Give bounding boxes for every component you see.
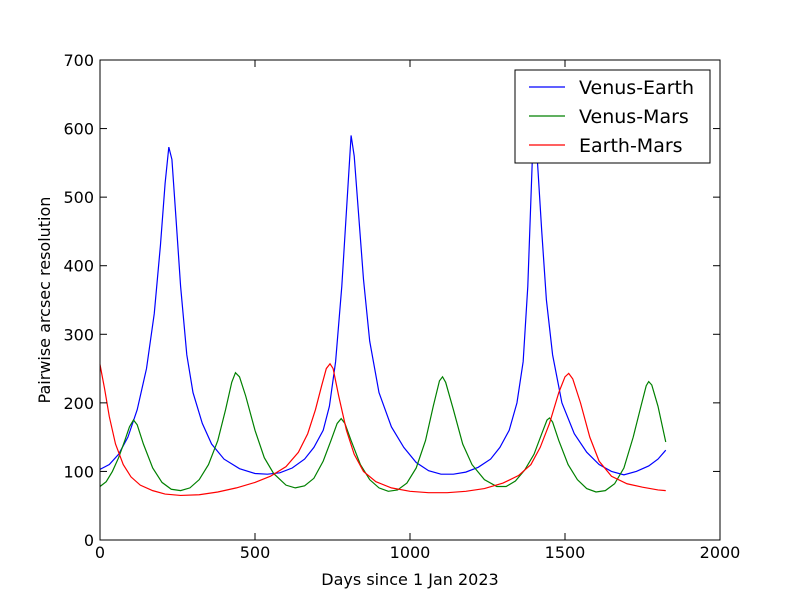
tick-layer: 0 500 1000 1500 2000 0 100 200 300 400 500 600 700: [63, 51, 740, 562]
y-tick-label: 0: [84, 531, 94, 550]
y-tick-label: 400: [63, 257, 94, 276]
series-line-earth-mars: [99, 362, 666, 497]
y-tick-label: 700: [63, 51, 94, 70]
y-tick-label: 100: [63, 462, 94, 481]
x-tick-label: 500: [240, 543, 271, 562]
legend-label: Venus-Earth: [579, 77, 694, 99]
legend-label: Venus-Mars: [579, 106, 689, 128]
legend: Venus-Earth Venus-Mars Earth-Mars: [514, 69, 711, 164]
x-tick-label: 1000: [390, 543, 431, 562]
x-tick-label: 0: [95, 543, 105, 562]
series-line-venus-earth: [99, 135, 667, 476]
x-tick-label: 1500: [545, 543, 586, 562]
y-axis-label: Pairwise arcsec resolution: [35, 197, 54, 404]
series-line-venus-mars: [99, 371, 667, 493]
y-tick-label: 300: [63, 325, 94, 344]
y-tick-label: 600: [63, 120, 94, 139]
y-tick-label: 200: [63, 394, 94, 413]
y-tick-label: 500: [63, 188, 94, 207]
series-layer: [99, 135, 667, 497]
x-tick-label: 2000: [700, 543, 741, 562]
legend-label: Earth-Mars: [579, 135, 683, 157]
x-axis-label: Days since 1 Jan 2023: [321, 570, 498, 589]
